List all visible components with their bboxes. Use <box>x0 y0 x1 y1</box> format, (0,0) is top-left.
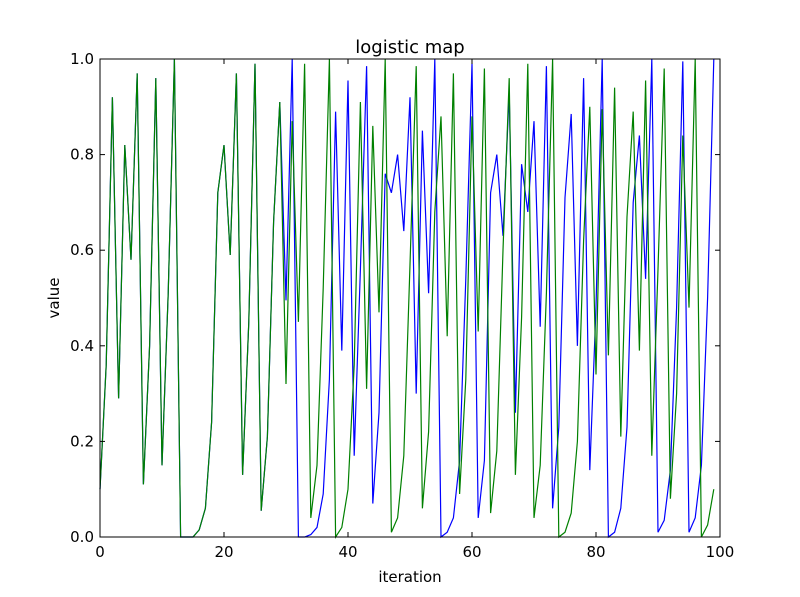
chart-title: logistic map <box>355 37 465 58</box>
y-tick-label: 0.2 <box>70 432 94 450</box>
x-tick-label: 80 <box>586 543 605 561</box>
plot-frame <box>99 58 721 538</box>
x-tick-label: 0 <box>95 543 105 561</box>
x-tick-label: 40 <box>338 543 357 561</box>
x-tick-label: 100 <box>706 543 735 561</box>
ticks-layer: 0 20 40 60 80 100 0.0 0.2 0.4 0.6 0.8 1.0 <box>70 50 734 561</box>
y-tick-label: 0.0 <box>70 528 94 546</box>
y-tick-label: 0.4 <box>70 337 94 355</box>
x-tick-label: 60 <box>462 543 481 561</box>
x-axis-label: iteration <box>378 568 441 586</box>
y-axis-label: value <box>45 278 63 319</box>
x-tick-label: 20 <box>214 543 233 561</box>
series-layer <box>99 58 715 539</box>
y-tick-label: 0.6 <box>70 241 94 259</box>
series-line-1 <box>99 58 715 539</box>
series-line-2 <box>99 58 715 539</box>
y-tick-label: 0.8 <box>70 146 94 164</box>
y-tick-label: 1.0 <box>70 50 94 68</box>
